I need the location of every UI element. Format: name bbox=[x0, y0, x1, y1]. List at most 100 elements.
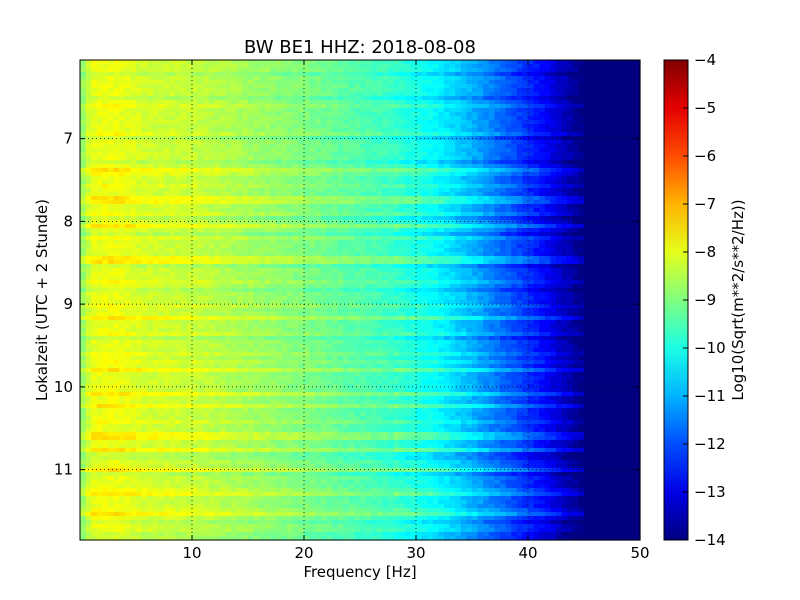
heatmap-cell bbox=[483, 200, 490, 205]
heatmap-cell bbox=[208, 240, 215, 245]
heatmap-cell bbox=[472, 192, 479, 197]
heatmap-cell bbox=[376, 80, 383, 85]
heatmap-cell bbox=[248, 180, 255, 185]
heatmap-cell bbox=[298, 212, 305, 217]
heatmap-cell bbox=[208, 80, 215, 85]
heatmap-cell bbox=[164, 184, 171, 189]
heatmap-cell bbox=[460, 96, 467, 101]
heatmap-cell bbox=[326, 216, 333, 221]
heatmap-cell bbox=[584, 212, 591, 217]
heatmap-cell bbox=[550, 196, 557, 201]
heatmap-cell bbox=[281, 120, 288, 125]
heatmap-cell bbox=[472, 148, 479, 153]
heatmap-cell bbox=[511, 152, 518, 157]
heatmap-cell bbox=[85, 104, 92, 109]
heatmap-cell bbox=[208, 132, 215, 137]
heatmap-cell bbox=[455, 244, 462, 249]
heatmap-cell bbox=[281, 192, 288, 197]
heatmap-cell bbox=[96, 176, 103, 181]
heatmap-cell bbox=[477, 148, 484, 153]
heatmap-cell bbox=[304, 96, 311, 101]
heatmap-cell bbox=[572, 192, 579, 197]
heatmap-cell bbox=[315, 192, 322, 197]
heatmap-cell bbox=[477, 184, 484, 189]
heatmap-cell bbox=[208, 196, 215, 201]
heatmap-cell bbox=[85, 64, 92, 69]
heatmap-cell bbox=[192, 96, 199, 101]
heatmap-cell bbox=[147, 88, 154, 93]
heatmap-cell bbox=[141, 184, 148, 189]
heatmap-cell bbox=[617, 80, 624, 85]
heatmap-cell bbox=[309, 72, 316, 77]
heatmap-cell bbox=[511, 128, 518, 133]
heatmap-cell bbox=[158, 144, 165, 149]
heatmap-cell bbox=[393, 248, 400, 253]
heatmap-cell bbox=[416, 164, 423, 169]
heatmap-cell bbox=[220, 132, 227, 137]
heatmap-cell bbox=[298, 192, 305, 197]
heatmap-cell bbox=[287, 192, 294, 197]
heatmap-cell bbox=[158, 212, 165, 217]
heatmap-cell bbox=[533, 68, 540, 73]
heatmap-cell bbox=[152, 136, 159, 141]
heatmap-cell bbox=[287, 120, 294, 125]
heatmap-cell bbox=[494, 132, 501, 137]
heatmap-cell bbox=[348, 84, 355, 89]
heatmap-cell bbox=[360, 96, 367, 101]
heatmap-cell bbox=[449, 168, 456, 173]
heatmap-cell bbox=[91, 68, 98, 73]
heatmap-cell bbox=[276, 60, 283, 65]
heatmap-cell bbox=[236, 236, 243, 241]
heatmap-cell bbox=[617, 168, 624, 173]
heatmap-cell bbox=[141, 244, 148, 249]
heatmap-cell bbox=[511, 112, 518, 117]
heatmap-cell bbox=[567, 100, 574, 105]
heatmap-cell bbox=[460, 176, 467, 181]
heatmap-cell bbox=[164, 244, 171, 249]
heatmap-cell bbox=[511, 240, 518, 245]
heatmap-cell bbox=[152, 228, 159, 233]
heatmap-cell bbox=[119, 224, 126, 229]
heatmap-cell bbox=[584, 208, 591, 213]
heatmap-cell bbox=[231, 72, 238, 77]
heatmap-cell bbox=[231, 168, 238, 173]
heatmap-cell bbox=[399, 200, 406, 205]
heatmap-cell bbox=[584, 196, 591, 201]
heatmap-cell bbox=[236, 84, 243, 89]
heatmap-cell bbox=[600, 208, 607, 213]
heatmap-cell bbox=[455, 92, 462, 97]
heatmap-cell bbox=[354, 132, 361, 137]
heatmap-cell bbox=[393, 216, 400, 221]
heatmap-cell bbox=[505, 132, 512, 137]
heatmap-cell bbox=[388, 128, 395, 133]
heatmap-cell bbox=[253, 128, 260, 133]
heatmap-cell bbox=[460, 184, 467, 189]
heatmap-cell bbox=[180, 136, 187, 141]
heatmap-cell bbox=[197, 256, 204, 261]
heatmap-cell bbox=[337, 168, 344, 173]
heatmap-cell bbox=[158, 112, 165, 117]
heatmap-cell bbox=[477, 144, 484, 149]
heatmap-cell bbox=[410, 72, 417, 77]
heatmap-cell bbox=[320, 116, 327, 121]
heatmap-cell bbox=[242, 136, 249, 141]
heatmap-cell bbox=[108, 224, 115, 229]
heatmap-cell bbox=[393, 64, 400, 69]
heatmap-cell bbox=[130, 64, 137, 69]
heatmap-cell bbox=[343, 220, 350, 225]
heatmap-cell bbox=[298, 204, 305, 209]
heatmap-cell bbox=[96, 116, 103, 121]
heatmap-cell bbox=[124, 188, 131, 193]
heatmap-cell bbox=[522, 104, 529, 109]
heatmap-cell bbox=[141, 104, 148, 109]
heatmap-cell bbox=[186, 176, 193, 181]
heatmap-cell bbox=[416, 132, 423, 137]
heatmap-cell bbox=[108, 72, 115, 77]
heatmap-cell bbox=[225, 100, 232, 105]
heatmap-cell bbox=[91, 200, 98, 205]
heatmap-cell bbox=[197, 140, 204, 145]
heatmap-cell bbox=[130, 228, 137, 233]
heatmap-cell bbox=[511, 88, 518, 93]
heatmap-cell bbox=[326, 92, 333, 97]
heatmap-cell bbox=[455, 88, 462, 93]
